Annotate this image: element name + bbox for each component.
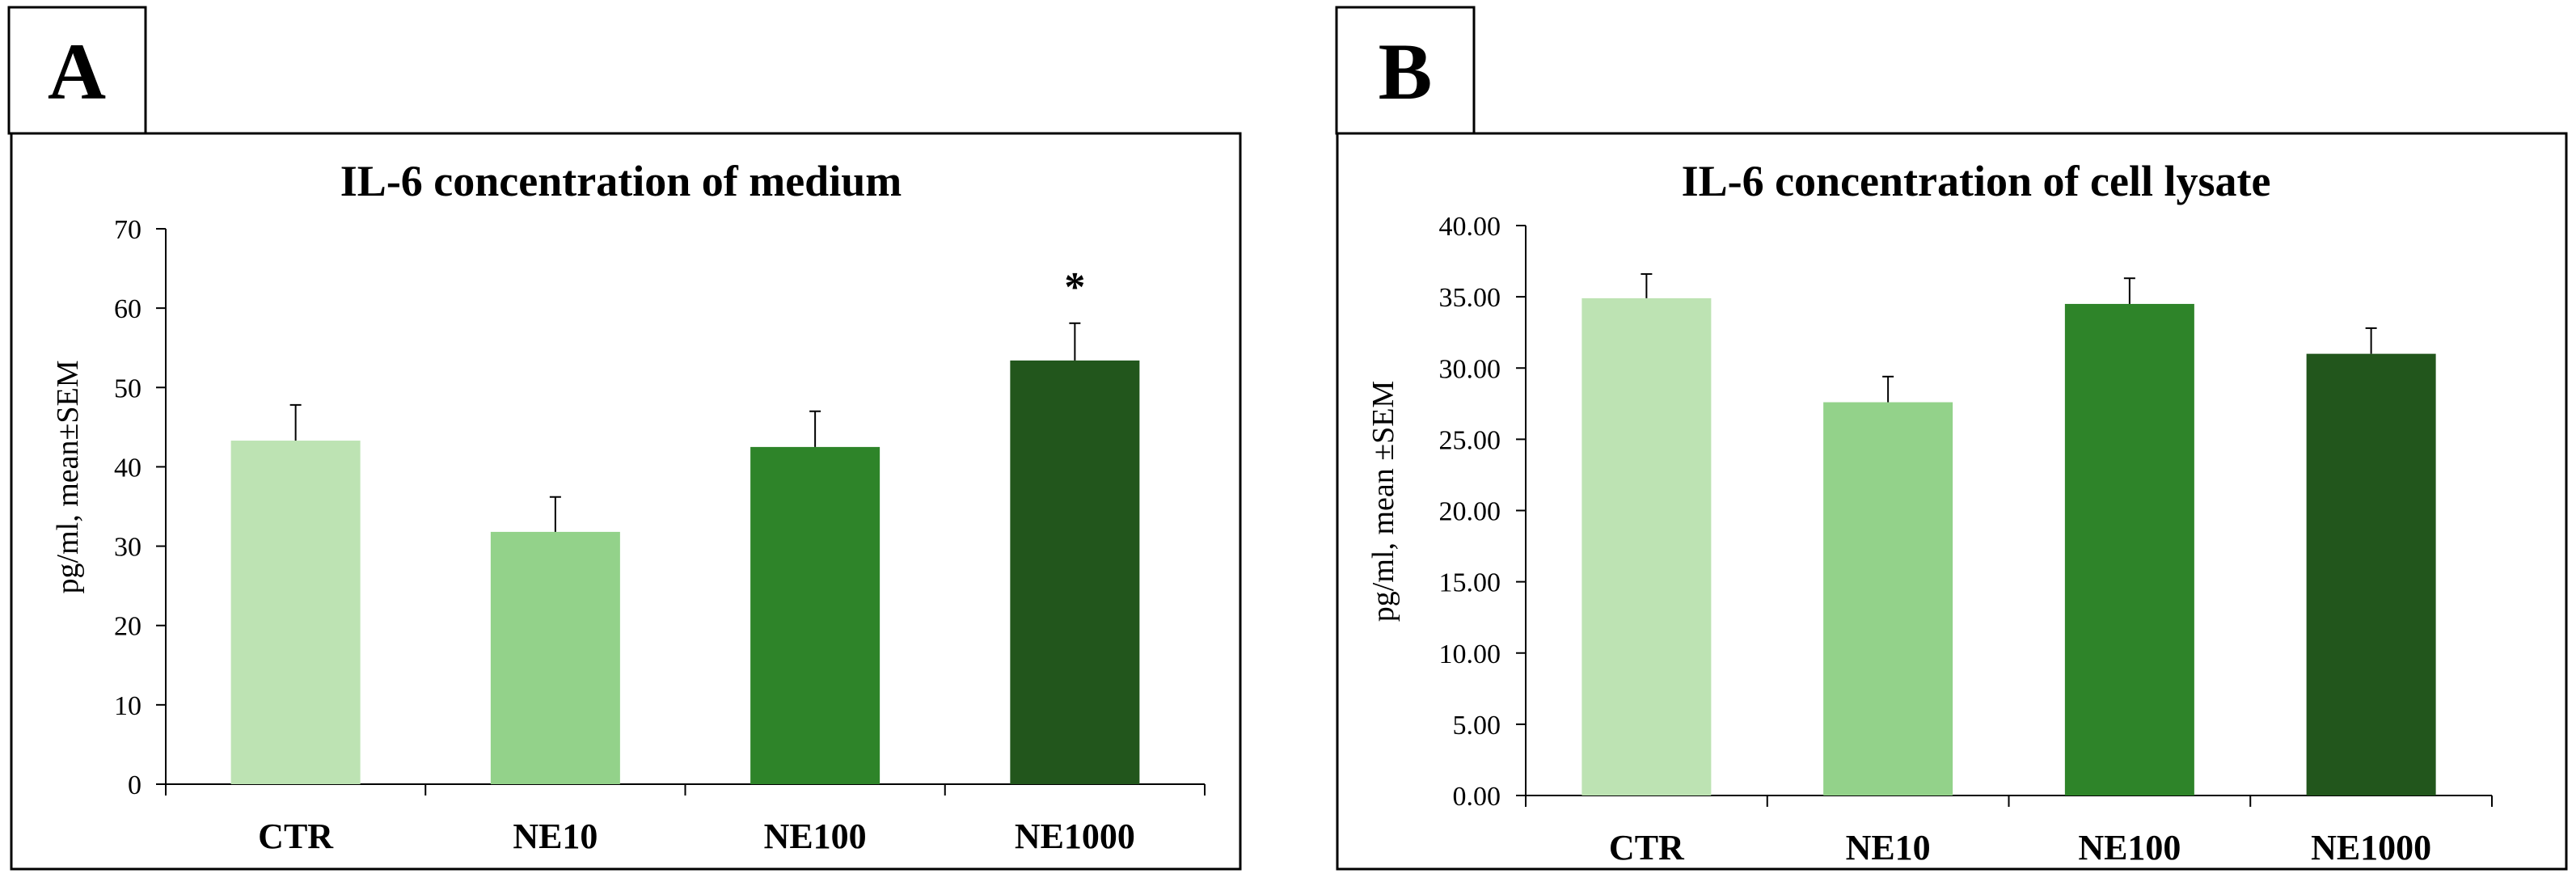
chart-b-ylabel: pg/ml, mean ±SEM [1366,381,1400,622]
chart-a-bar-ne10 [490,531,620,784]
chart-b-y-tick-label: 20.00 [1439,497,1501,527]
panel-b: B IL-6 concentration of cell lysate pg/m… [1335,6,2568,871]
chart-a-y-tick-label: 40 [114,453,141,483]
chart-a-y-tick-label: 20 [114,612,141,642]
chart-a-plot: 0 10 20 30 40 50 60 70 CTR NE10 NE100 NE1000 * [114,215,1206,856]
chart-a-ylabel: pg/ml, mean±SEM [51,361,85,594]
chart-b-category-label: NE10 [1846,828,1931,867]
panel-b-letter: B [1379,27,1433,116]
chart-b-bar-ctr [1581,298,1712,795]
chart-b-y-tick-label: 0.00 [1453,782,1501,812]
chart-a-y-tick-label: 70 [114,215,141,245]
chart-b-y-tick-label: 30.00 [1439,354,1501,384]
chart-b-y-tick-label: 10.00 [1439,639,1501,669]
chart-b-category-label: NE100 [2078,828,2181,867]
chart-b-y-tick-label: 35.00 [1439,283,1501,313]
chart-b-bar-ne1000 [2306,353,2436,795]
chart-a-bar-ne1000 [1010,360,1140,785]
chart-a-y-tick-label: 30 [114,533,141,563]
chart-a-y-tick-label: 60 [114,294,141,324]
chart-a-category-label: NE100 [764,817,867,856]
chart-b-category-label: CTR [1609,828,1685,867]
chart-b-y-tick-label: 5.00 [1453,711,1501,741]
chart-a-y-tick-label: 10 [114,691,141,721]
chart-a-title: IL-6 concentration of medium [340,157,902,205]
chart-b-category-label: NE1000 [2311,828,2431,867]
chart-b-y-tick-label: 40.00 [1439,212,1501,242]
chart-a-category-label: NE1000 [1015,817,1135,856]
panel-a-letter: A [48,27,106,116]
chart-a-bar-ne100 [750,446,880,784]
chart-a-y-tick-label: 0 [128,770,141,800]
chart-a-y-tick-label: 50 [114,373,141,403]
panel-a-letter-box [7,6,147,135]
chart-a-significance-marker: * [1064,264,1085,310]
chart-b-bar-ne10 [1823,402,1953,795]
chart-b-y-tick-label: 15.00 [1439,568,1501,598]
chart-b-bar-ne100 [2064,303,2194,795]
chart-a-bar-ctr [230,441,361,784]
chart-b-title: IL-6 concentration of cell lysate [1682,157,2271,205]
chart-b-plot: 0.00 5.00 10.00 15.00 20.00 25.00 30.00 35.00 40… [1439,212,2493,867]
chart-a-category-label: NE10 [513,817,598,856]
panel-a: A IL-6 concentration of medium pg/ml, me… [7,6,1242,871]
chart-b-y-tick-label: 25.00 [1439,425,1501,455]
chart-a-category-label: CTR [258,817,334,856]
panel-b-letter-box [1335,6,1476,135]
